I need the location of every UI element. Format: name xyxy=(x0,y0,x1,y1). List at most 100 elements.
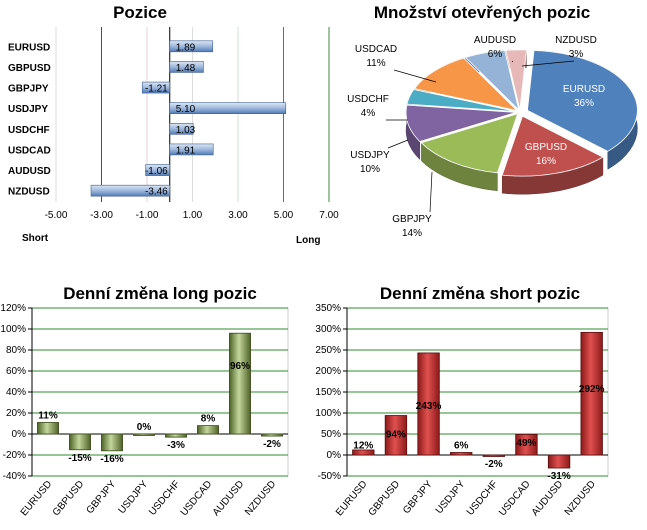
long-change-chart-svg: Denní změna long pozic -40% -20% 0% 20% 40% 6… xyxy=(0,284,289,518)
value-label: 6% xyxy=(454,440,469,451)
value-label: -2% xyxy=(485,459,503,470)
value-label: 11% xyxy=(38,410,58,421)
bar xyxy=(169,123,194,135)
x-category-label: USDJPY xyxy=(117,479,151,517)
pie-slice xyxy=(501,115,604,177)
bar xyxy=(37,422,59,435)
x-category-label: NZDUSD xyxy=(243,479,278,518)
category-label: GBPJPY xyxy=(8,84,49,95)
x-category-label: USDCAD xyxy=(179,479,215,518)
value-label: -3.46 xyxy=(145,187,168,198)
pie-slice-percent: 14% xyxy=(402,228,422,239)
category-label: USDCHF xyxy=(8,125,50,136)
y-tick-label: -20% xyxy=(3,450,26,461)
long-label: Long xyxy=(296,235,320,246)
positions-chart: Pozice -5.00 -3.00 -1.00 1.00 3.00 5.00 7.00 EU… xyxy=(0,0,340,250)
bar xyxy=(384,415,408,456)
y-tick-label: 20% xyxy=(6,408,26,419)
leader-line xyxy=(511,60,514,63)
leader-line xyxy=(521,60,575,67)
pie-slice xyxy=(406,89,517,112)
pie-slice-percent: 11% xyxy=(366,58,385,69)
y-tick-label: -50% xyxy=(318,471,341,482)
pie-slice-name: GBPJPY xyxy=(392,214,432,225)
y-tick-label: 50% xyxy=(321,429,341,440)
y-tick-label: 150% xyxy=(315,387,341,398)
x-category-label: GBPJPY xyxy=(401,479,435,517)
x-tick-label: -1.00 xyxy=(136,210,159,221)
pie-slice xyxy=(413,57,519,112)
value-label: -1.21 xyxy=(145,84,168,95)
y-tick-label: 60% xyxy=(6,366,26,377)
x-tick-label: -5.00 xyxy=(45,210,68,221)
open-positions-pie: Množství otevřených pozic EURUSD 36% GBPUS… xyxy=(340,0,647,250)
value-label: 12% xyxy=(353,441,373,452)
long-change-chart: Denní změna long pozic -40% -20% 0% 20% 40% 6… xyxy=(0,275,300,530)
bar xyxy=(547,454,571,469)
bar xyxy=(169,102,287,114)
pie-slice-percent: 4% xyxy=(361,108,376,119)
category-label: EURUSD xyxy=(8,42,50,53)
bar xyxy=(229,332,251,435)
bar xyxy=(133,433,155,436)
bar xyxy=(482,454,505,457)
value-label: 1.03 xyxy=(176,125,196,136)
value-label: 292% xyxy=(579,384,605,395)
pie-slice-percent: 10% xyxy=(360,164,380,175)
value-label: 96% xyxy=(230,361,250,372)
pie-slice-percent: 3% xyxy=(569,49,584,60)
pie-slice xyxy=(527,50,638,152)
value-label: 94% xyxy=(386,429,406,440)
short-change-title: Denní změna short pozic xyxy=(380,284,580,303)
x-category-label: GBPUSD xyxy=(367,479,403,518)
x-category-label: NZDUSD xyxy=(563,479,598,518)
bar xyxy=(90,184,171,197)
value-label: -3% xyxy=(167,440,185,451)
value-label: -1.06 xyxy=(145,166,168,177)
x-tick-label: 1.00 xyxy=(183,210,203,221)
x-category-label: USDCHF xyxy=(147,479,182,518)
x-category-label: USDJPY xyxy=(434,479,468,517)
value-label: 1.48 xyxy=(176,63,196,74)
category-label: USDCAD xyxy=(8,145,51,156)
value-label: -31% xyxy=(547,471,570,482)
bar xyxy=(515,434,538,456)
pie-title: Množství otevřených pozic xyxy=(374,3,590,22)
pie-slice-percent: 16% xyxy=(536,156,556,167)
pie-slice-name: NZDUSD xyxy=(555,35,597,46)
short-change-chart: Denní změna short pozic -50% 0% 50% 100% 150… xyxy=(302,275,647,530)
positions-chart-svg: Pozice -5.00 -3.00 -1.00 1.00 3.00 5.00 7.00 EU… xyxy=(8,3,339,246)
short-label: Short xyxy=(22,233,49,244)
category-label: GBPUSD xyxy=(8,63,51,74)
bar xyxy=(169,143,214,156)
value-label: 243% xyxy=(416,401,442,412)
value-label: 5.10 xyxy=(176,104,196,115)
y-tick-label: 100% xyxy=(315,408,341,419)
bar xyxy=(450,452,473,456)
y-tick-label: 350% xyxy=(315,303,341,314)
value-label: -15% xyxy=(68,453,91,464)
positions-chart-title: Pozice xyxy=(113,3,167,22)
x-category-label: USDCAD xyxy=(497,479,533,518)
y-tick-label: 0% xyxy=(327,450,342,461)
value-label: -16% xyxy=(100,454,123,465)
bar xyxy=(69,433,91,451)
category-label: NZDUSD xyxy=(8,187,50,198)
pie-slice xyxy=(420,113,519,174)
long-change-title: Denní změna long pozic xyxy=(63,284,257,303)
bar xyxy=(197,425,219,435)
x-tick-label: -3.00 xyxy=(90,210,113,221)
y-tick-label: 300% xyxy=(315,324,341,335)
bar xyxy=(580,331,603,456)
category-label: AUDUSD xyxy=(8,166,51,177)
x-category-label: EURUSD xyxy=(19,479,55,518)
open-positions-pie-svg: Množství otevřených pozic EURUSD 36% GBPUS… xyxy=(347,3,638,239)
pie-slice-name: AUDUSD xyxy=(474,35,516,46)
bar xyxy=(145,164,171,176)
y-tick-label: 40% xyxy=(6,387,26,398)
value-label: 1.91 xyxy=(176,145,196,156)
leader-line xyxy=(387,139,409,149)
y-tick-label: 0% xyxy=(12,429,27,440)
y-tick-label: 80% xyxy=(6,345,26,356)
bar xyxy=(417,352,440,456)
